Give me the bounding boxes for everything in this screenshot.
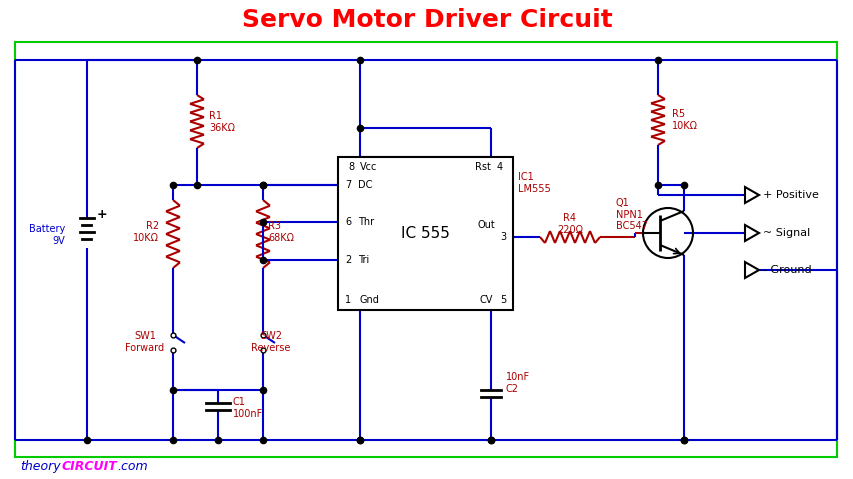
- Text: Q1
NPN1
BC547: Q1 NPN1 BC547: [615, 198, 647, 231]
- Text: Battery
9V: Battery 9V: [29, 224, 65, 246]
- Text: Gnd: Gnd: [360, 295, 380, 305]
- Text: IC 555: IC 555: [400, 226, 449, 240]
- Text: 10nF
C2: 10nF C2: [506, 372, 530, 394]
- Text: DC: DC: [357, 180, 372, 190]
- Text: R2
10KΩ: R2 10KΩ: [133, 221, 159, 243]
- Text: Vcc: Vcc: [360, 162, 377, 172]
- Text: SW2
Reverse: SW2 Reverse: [251, 331, 290, 353]
- Text: Thr: Thr: [357, 217, 374, 227]
- Text: IC1
LM555: IC1 LM555: [518, 172, 550, 194]
- Text: Servo Motor Driver Circuit: Servo Motor Driver Circuit: [241, 8, 612, 32]
- Text: CIRCUIT: CIRCUIT: [62, 460, 118, 474]
- Text: theory: theory: [20, 460, 61, 474]
- Text: SW1
Forward: SW1 Forward: [125, 331, 165, 353]
- Text: 6: 6: [345, 217, 351, 227]
- Text: 4: 4: [496, 162, 502, 172]
- Text: +: +: [97, 207, 107, 220]
- Text: R3
68KΩ: R3 68KΩ: [268, 221, 293, 243]
- Text: ~ Signal: ~ Signal: [762, 228, 809, 238]
- Text: + Positive: + Positive: [762, 190, 818, 200]
- Text: - Ground: - Ground: [762, 265, 810, 275]
- Text: .com: .com: [117, 460, 148, 474]
- Text: 1: 1: [345, 295, 351, 305]
- Text: 5: 5: [499, 295, 506, 305]
- Text: 2: 2: [345, 255, 351, 265]
- Text: 7: 7: [345, 180, 351, 190]
- Bar: [15, 42, 836, 457]
- Text: 8: 8: [347, 162, 354, 172]
- Text: Tri: Tri: [357, 255, 368, 265]
- Text: R1
36KΩ: R1 36KΩ: [209, 111, 235, 133]
- Text: R5
10KΩ: R5 10KΩ: [671, 109, 697, 131]
- Text: CV: CV: [479, 295, 492, 305]
- Text: Rst: Rst: [474, 162, 490, 172]
- Text: R4
220Ω: R4 220Ω: [556, 213, 583, 235]
- Text: 3: 3: [499, 232, 506, 242]
- Text: Out: Out: [477, 220, 495, 230]
- Bar: [338, 157, 513, 310]
- Text: C1
100nF: C1 100nF: [233, 397, 263, 419]
